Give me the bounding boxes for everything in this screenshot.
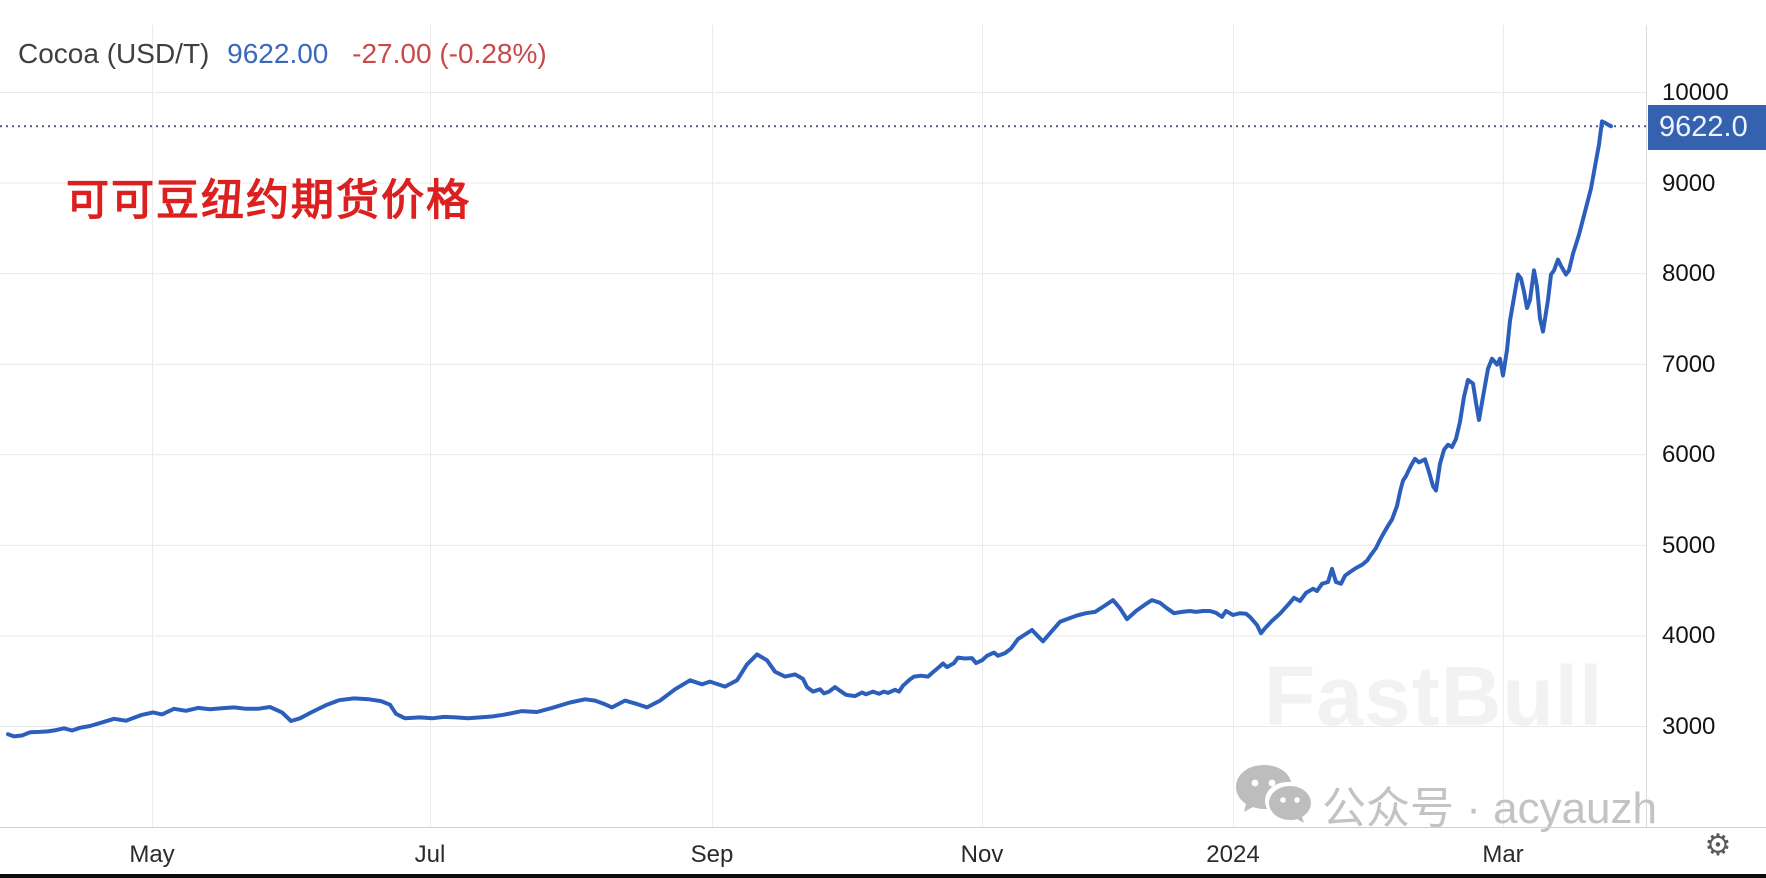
gear-icon[interactable]: ⚙ bbox=[1704, 829, 1732, 862]
y-tick-label: 5000 bbox=[1662, 531, 1716, 559]
chart-header: Cocoa (USD/T) 9622.00 -27.00 (-0.28%) bbox=[18, 38, 547, 70]
social-watermark: 公众号 · acyauzh bbox=[1322, 784, 1657, 833]
x-tick-label: Sep bbox=[690, 841, 734, 868]
last-price-value: 9622.00 bbox=[227, 38, 329, 69]
wechat-icon bbox=[1234, 763, 1314, 830]
x-axis-line bbox=[0, 827, 1766, 828]
y-tick-label: 9000 bbox=[1662, 169, 1716, 197]
x-tick-label: 2024 bbox=[1206, 841, 1260, 868]
x-tick-label: Nov bbox=[960, 841, 1004, 868]
price-line bbox=[6, 119, 1613, 739]
y-tick-label: 4000 bbox=[1662, 622, 1716, 650]
y-tick-label: 7000 bbox=[1662, 350, 1716, 378]
y-tick-label: 8000 bbox=[1662, 260, 1716, 288]
bottom-border bbox=[0, 874, 1766, 878]
y-tick-label: 3000 bbox=[1662, 713, 1716, 740]
x-tick-label: May bbox=[129, 841, 175, 868]
brand-watermark: FastBull bbox=[1264, 649, 1604, 743]
y-tick-label: 6000 bbox=[1662, 441, 1716, 469]
x-tick-label: Jul bbox=[414, 841, 446, 868]
y-tick-label: 10000 bbox=[1662, 79, 1729, 106]
x-tick-label: Mar bbox=[1482, 841, 1524, 868]
instrument-name: Cocoa (USD/T) bbox=[18, 38, 210, 69]
last-price-tag: 9622.0 bbox=[1648, 105, 1766, 150]
red-annotation-text: 可可豆纽约期货价格 bbox=[66, 177, 471, 225]
price-change: -27.00 (-0.28%) bbox=[352, 38, 547, 69]
